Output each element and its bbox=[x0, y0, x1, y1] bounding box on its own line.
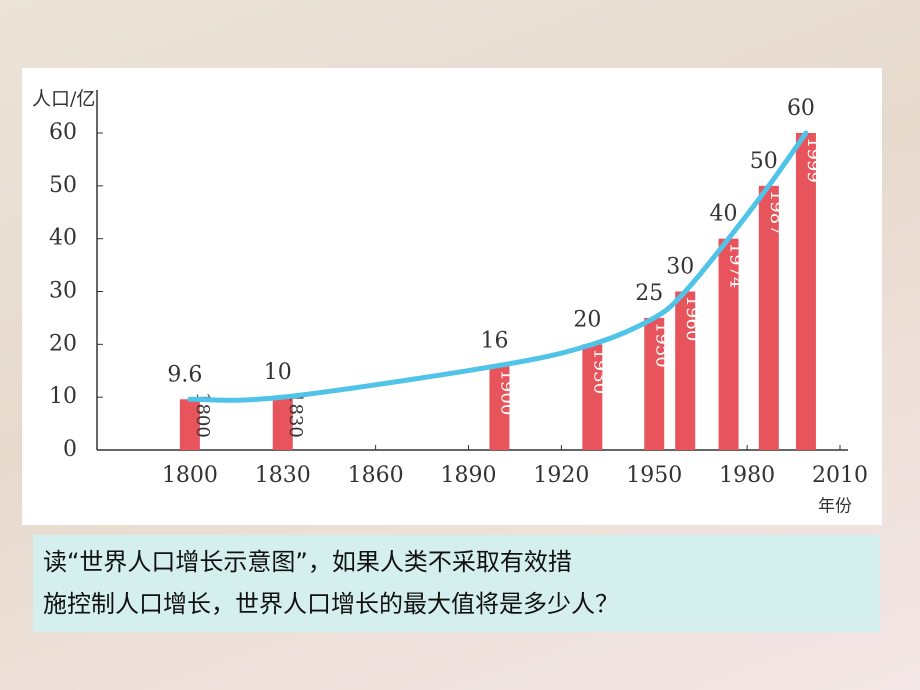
x-tick-label: 1980 bbox=[719, 463, 775, 488]
y-tick-label: 0 bbox=[63, 437, 77, 462]
y-tick-label: 10 bbox=[49, 384, 77, 409]
bar bbox=[272, 397, 293, 450]
bar bbox=[718, 238, 739, 450]
y-tick-label: 20 bbox=[49, 331, 77, 356]
y-axis-label: 人口/亿 bbox=[32, 88, 95, 110]
x-tick-label: 1860 bbox=[348, 463, 404, 488]
value-label: 30 bbox=[666, 255, 694, 280]
question-line: 读“世界人口增长示意图”，如果人类不采取有效措 bbox=[43, 548, 572, 576]
question-line: 施控制人口增长，世界人口增长的最大值将是多少人？ bbox=[43, 590, 619, 618]
value-label: 10 bbox=[264, 360, 292, 385]
bar-year-label: 1930 bbox=[589, 348, 610, 394]
bar bbox=[582, 344, 603, 450]
x-tick-label: 1800 bbox=[162, 463, 218, 488]
x-tick-label: 1890 bbox=[441, 463, 497, 488]
y-tick-label: 30 bbox=[49, 279, 77, 304]
question-box: 读“世界人口增长示意图”，如果人类不采取有效措 施控制人口增长，世界人口增长的最… bbox=[33, 535, 880, 632]
bar-year-label: 1974 bbox=[726, 243, 747, 289]
trend-line bbox=[187, 130, 809, 403]
y-tick-label: 40 bbox=[49, 226, 77, 251]
bar-year-label: 1950 bbox=[651, 322, 672, 368]
bar-year-label: 1999 bbox=[803, 137, 824, 183]
y-tick-label: 50 bbox=[49, 173, 77, 198]
value-label: 40 bbox=[710, 202, 738, 227]
value-label: 20 bbox=[573, 307, 601, 332]
bar bbox=[675, 291, 696, 450]
value-label: 60 bbox=[787, 96, 815, 121]
x-tick-label: 1950 bbox=[626, 463, 682, 488]
y-tick-label: 60 bbox=[49, 120, 77, 145]
value-label: 16 bbox=[480, 328, 508, 353]
bar bbox=[758, 185, 779, 450]
x-tick-label: 1920 bbox=[533, 463, 589, 488]
bar-year-label: 1987 bbox=[766, 190, 787, 236]
bar-year-label: 1960 bbox=[682, 296, 703, 342]
value-label: 25 bbox=[635, 281, 663, 306]
x-tick-label: 1830 bbox=[255, 463, 311, 488]
bar-year-label: 1900 bbox=[496, 369, 517, 415]
bar-year-label: 1800 bbox=[192, 392, 213, 438]
value-label: 50 bbox=[750, 149, 778, 174]
bar bbox=[179, 399, 200, 450]
bar bbox=[795, 133, 816, 450]
bar bbox=[489, 365, 510, 450]
chart: 人口/亿 年份 0 10 20 30 40 50 60 1800 1830 1860 1890 192… bbox=[22, 68, 882, 525]
x-tick-label: 2010 bbox=[812, 463, 868, 488]
bar-year-label: 1830 bbox=[285, 392, 306, 438]
x-axis-label: 年份 bbox=[818, 497, 852, 517]
bar bbox=[644, 317, 665, 450]
value-label: 9.6 bbox=[167, 362, 202, 387]
